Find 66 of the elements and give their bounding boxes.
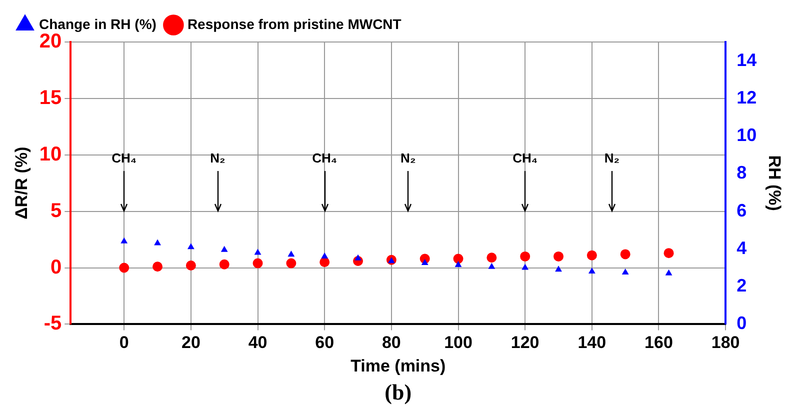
x-tick-label: 120 (510, 333, 540, 352)
point (620, 249, 630, 260)
point (254, 249, 261, 255)
x-tick-label: 180 (711, 333, 740, 352)
x-tick-label: 140 (578, 333, 606, 352)
x-tick-label: 20 (181, 333, 200, 352)
point (588, 268, 596, 274)
point (622, 268, 628, 274)
point (354, 254, 362, 260)
point (121, 238, 128, 244)
text: (b) (384, 380, 412, 405)
ref-line-label: CH₄ (112, 150, 137, 166)
y2-tick-label: 4 (736, 238, 747, 258)
x-axis-title: Time (mins) (350, 356, 446, 376)
point (555, 266, 562, 272)
point (288, 251, 294, 257)
point (522, 264, 528, 270)
point (320, 257, 330, 268)
ref-line-label: N₂ (210, 150, 226, 166)
point (221, 246, 228, 252)
point (422, 260, 428, 266)
legend-label: Change in RH (%) (39, 16, 156, 32)
point (154, 240, 161, 246)
point (186, 260, 196, 271)
point (152, 262, 163, 272)
point (520, 251, 530, 262)
ref-line-label: N₂ (400, 150, 416, 166)
point (666, 270, 672, 276)
x-tick-label: 40 (248, 333, 268, 352)
point (664, 248, 674, 258)
y2-tick-label: 0 (736, 313, 747, 334)
x-tick-label: 80 (382, 333, 401, 352)
point (586, 250, 597, 260)
point (322, 252, 328, 258)
x-tick-label: 100 (444, 333, 472, 352)
point (188, 244, 194, 250)
point (286, 258, 296, 268)
legend-label: Response from pristine MWCNT (187, 16, 402, 32)
y-tick-label: 15 (39, 86, 62, 109)
point (486, 252, 497, 263)
y2-tick-label: 12 (736, 87, 757, 108)
point (455, 261, 462, 267)
x-tick-label: 0 (119, 333, 129, 352)
y2-tick-label: 14 (736, 50, 757, 70)
y2-axis-title: RH (%) (765, 155, 784, 211)
point (219, 259, 230, 270)
x-tick-label: 60 (315, 333, 334, 352)
y2-tick-label: 10 (736, 125, 757, 146)
y-tick-label: 20 (39, 30, 62, 53)
y2-tick-label: 2 (736, 276, 747, 296)
ref-line-label: CH₄ (512, 150, 538, 166)
ref-line-label: N₂ (604, 150, 620, 166)
y-tick-label: 5 (50, 200, 62, 222)
point (252, 258, 263, 268)
y-tick-label: -5 (44, 312, 62, 335)
ref-line-label: CH₄ (312, 150, 338, 166)
x-tick-label: 160 (644, 333, 673, 352)
y-tick-label: 0 (50, 256, 62, 278)
y2-tick-label: 6 (736, 200, 747, 220)
y-tick-label: 10 (39, 143, 62, 166)
point (554, 251, 564, 262)
point (488, 263, 495, 269)
point (453, 254, 464, 264)
point (119, 262, 130, 273)
y-axis-title: ΔR/R (%) (12, 146, 31, 220)
y2-tick-label: 8 (736, 162, 747, 183)
